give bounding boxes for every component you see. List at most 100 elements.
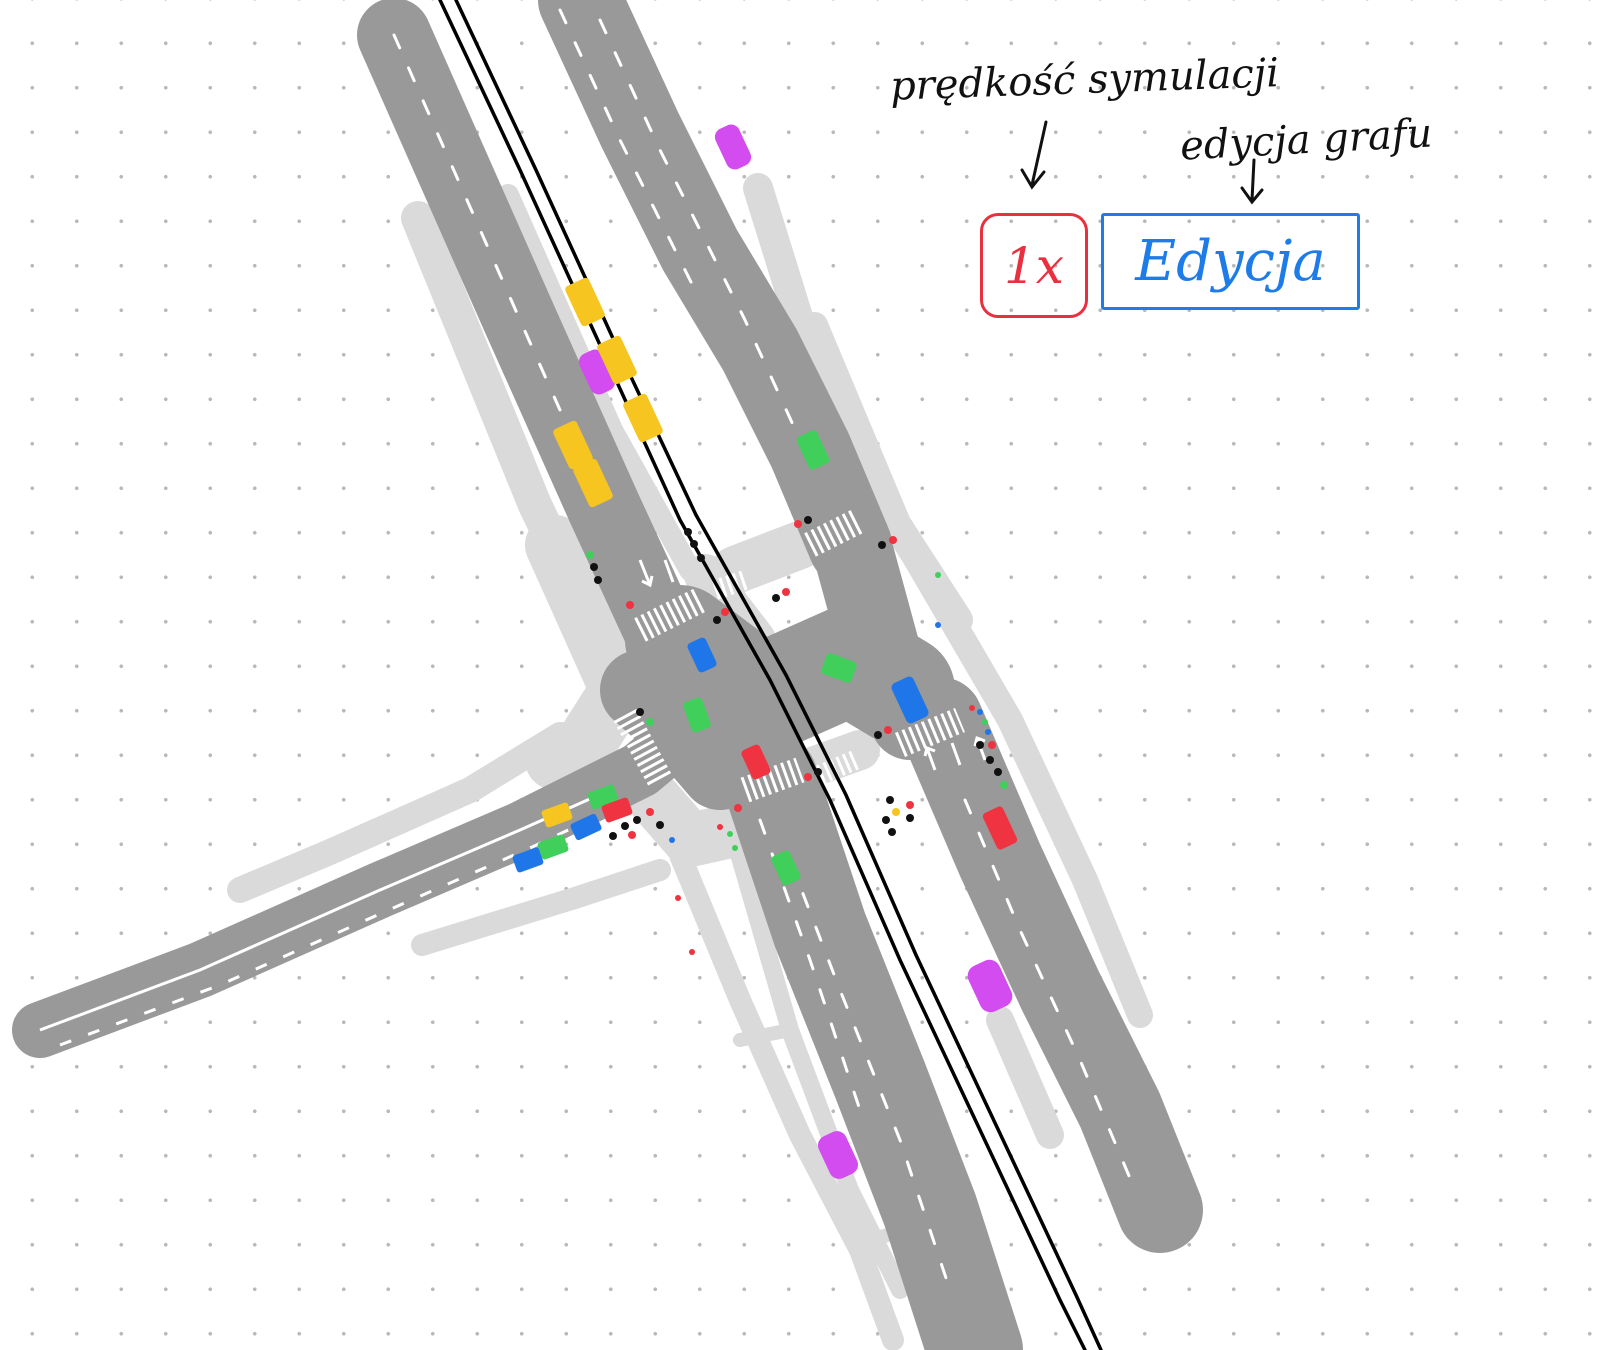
sidewalk-south-branch: [411, 859, 671, 956]
signal-dot: [590, 563, 598, 571]
signal-dot: [935, 572, 941, 578]
crossing-tram-north: [711, 570, 749, 600]
sidewalk-tram-stop-east: [986, 1006, 1064, 1149]
signal-dot: [689, 949, 695, 955]
signal-dot: [906, 801, 914, 809]
sidewalk-southwest: [227, 722, 573, 903]
signal-dot: [874, 731, 882, 739]
signal-dot: [772, 594, 780, 602]
sidewalk-south-rung1: [733, 1023, 797, 1047]
signal-dot: [732, 845, 738, 851]
signal-dot: [697, 554, 705, 562]
signal-dot: [594, 576, 602, 584]
signal-dot: [892, 808, 900, 816]
vehicle[interactable]: [770, 849, 802, 886]
signal-dot: [985, 729, 991, 735]
signal-dot: [886, 796, 894, 804]
signal-dot: [888, 828, 896, 836]
sidewalk-west-block: [525, 515, 650, 790]
signal-dot: [633, 816, 641, 824]
vehicle[interactable]: [537, 834, 569, 860]
signal-dot: [1000, 781, 1008, 789]
vehicle[interactable]: [712, 122, 754, 173]
road-west-arm[interactable]: [12, 692, 728, 1058]
vehicle[interactable]: [820, 652, 858, 684]
traffic-signals: [586, 516, 1008, 955]
signal-dot: [794, 520, 802, 528]
tram-rail-left: [438, 0, 1087, 1350]
vehicle[interactable]: [740, 743, 772, 780]
vehicle[interactable]: [686, 636, 718, 673]
sidewalks: [227, 173, 1153, 1350]
road-south-carriageway[interactable]: [722, 732, 1023, 1350]
road-west-lead: [600, 650, 760, 810]
vehicle[interactable]: [512, 847, 544, 873]
signal-dot: [935, 622, 941, 628]
signal-dot: [690, 540, 698, 548]
lane-arrow: [638, 559, 654, 588]
signal-dot: [586, 551, 594, 559]
vehicle[interactable]: [572, 458, 614, 509]
tram-tracks: [438, 0, 1103, 1350]
signal-dot: [721, 608, 729, 616]
signal-dot: [994, 768, 1002, 776]
vehicles: [512, 122, 1019, 1182]
vehicle[interactable]: [552, 420, 594, 471]
signal-dot: [906, 814, 914, 822]
signal-dot: [621, 822, 629, 830]
signal-dot: [636, 708, 644, 716]
vehicle[interactable]: [564, 277, 606, 328]
vehicle[interactable]: [964, 956, 1016, 1016]
tram-rail-right: [454, 0, 1103, 1350]
signal-dot: [717, 824, 723, 830]
vehicle[interactable]: [795, 429, 830, 471]
signal-dot: [609, 832, 617, 840]
vehicle[interactable]: [601, 797, 633, 823]
signal-dot: [878, 541, 886, 549]
signal-dot: [804, 516, 812, 524]
signal-dot: [977, 709, 983, 715]
lane-marking-south-1: [788, 858, 952, 1292]
lane-marking-southeast: [963, 798, 1137, 1192]
vehicle[interactable]: [570, 813, 603, 841]
signal-dot: [814, 768, 822, 776]
vehicle[interactable]: [541, 802, 573, 828]
crossing-south: [740, 757, 805, 803]
crossing-west: [613, 708, 672, 787]
signal-dot: [734, 804, 742, 812]
simulation-speed-value: 1x: [1003, 236, 1064, 295]
signal-dot: [804, 773, 812, 781]
simulation-speed-button[interactable]: 1x: [980, 213, 1088, 318]
sidewalk-south-island: [628, 773, 762, 867]
signal-dot: [882, 816, 890, 824]
signal-dot: [782, 588, 790, 596]
signal-dot: [884, 726, 892, 734]
signal-dot: [626, 601, 634, 609]
signal-dot: [669, 837, 675, 843]
vehicle[interactable]: [596, 335, 638, 386]
lane-arrow: [663, 559, 675, 583]
signal-dot: [656, 821, 664, 829]
vehicle[interactable]: [890, 675, 930, 725]
road-southeast-arm[interactable]: [897, 677, 1203, 1253]
edit-graph-button[interactable]: Edycja: [1101, 213, 1360, 310]
lane-marking-north-2: [558, 8, 702, 302]
signal-dot: [982, 719, 988, 725]
signal-dot: [976, 741, 984, 749]
sidewalk-south-long: [669, 844, 904, 1350]
signal-dot: [646, 808, 654, 816]
lane-arrow: [950, 742, 962, 766]
vehicle[interactable]: [815, 1128, 862, 1182]
signal-dot: [988, 741, 996, 749]
sidewalk-west-inner: [497, 184, 701, 581]
sidewalk-crossing-north: [711, 521, 824, 594]
signal-dot: [969, 705, 975, 711]
signal-dot: [713, 616, 721, 624]
vehicle[interactable]: [982, 805, 1019, 851]
signal-dot: [675, 895, 681, 901]
vehicle[interactable]: [682, 697, 712, 734]
crossing-north-east: [804, 508, 866, 557]
signal-dot: [889, 536, 897, 544]
vehicle[interactable]: [622, 393, 664, 444]
